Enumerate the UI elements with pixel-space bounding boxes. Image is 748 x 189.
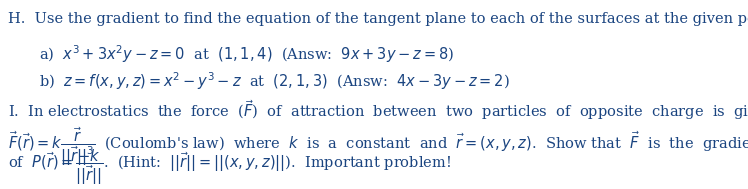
Text: b)  $z = f(x, y, z) = x^2 - y^3 - z$  at  $(2, 1, 3)$  (Answ:  $4x - 3y - z = 2$: b) $z = f(x, y, z) = x^2 - y^3 - z$ at $… bbox=[39, 70, 510, 92]
Text: $\vec{F}(\vec{r}) = k\dfrac{\vec{r}}{||\vec{r}||^3}$  (Coulomb's law)  where  $k: $\vec{F}(\vec{r}) = k\dfrac{\vec{r}}{||\… bbox=[8, 125, 748, 168]
Text: of  $P(\vec{r}) = \dfrac{-k}{||\vec{r}||}$.  (Hint:  $||\vec{r}|| = ||(x, y, z)|: of $P(\vec{r}) = \dfrac{-k}{||\vec{r}||}… bbox=[8, 148, 451, 187]
Text: a)  $x^3 + 3x^2y - z = 0$  at  $(1, 1, 4)$  (Answ:  $9x + 3y - z = 8$): a) $x^3 + 3x^2y - z = 0$ at $(1, 1, 4)$ … bbox=[39, 43, 454, 65]
Text: H.  Use the gradient to find the equation of the tangent plane to each of the su: H. Use the gradient to find the equation… bbox=[8, 12, 748, 26]
Text: I.  In electrostatics  the  force  ($\vec{F}$)  of  attraction  between  two  pa: I. In electrostatics the force ($\vec{F}… bbox=[8, 98, 748, 122]
